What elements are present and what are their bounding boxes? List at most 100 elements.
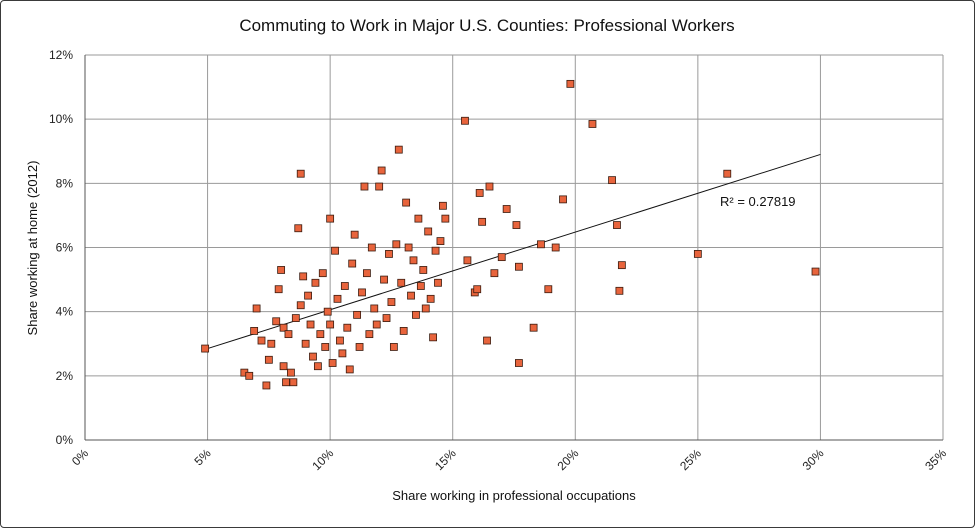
data-point	[321, 343, 330, 351]
x-tick-label: 25%	[677, 446, 704, 473]
data-point	[426, 294, 435, 303]
data-point	[617, 261, 626, 270]
data-point	[358, 288, 366, 297]
axes	[84, 55, 943, 441]
data-point	[377, 166, 386, 175]
data-point	[409, 256, 418, 265]
data-point	[424, 227, 433, 236]
x-axis-label: Share working in professional occupation…	[392, 488, 636, 503]
data-point	[318, 269, 327, 278]
data-point	[328, 359, 337, 367]
data-point	[343, 323, 352, 332]
data-point	[811, 267, 820, 276]
data-point	[502, 205, 511, 213]
data-point	[245, 371, 254, 380]
data-point	[326, 214, 335, 223]
data-point	[397, 278, 406, 287]
data-point	[201, 344, 210, 353]
r-squared-label: R² = 0.27819	[720, 194, 796, 209]
data-point	[402, 198, 411, 207]
data-point	[279, 362, 288, 371]
data-point	[296, 301, 305, 310]
data-point	[515, 359, 523, 367]
data-point	[350, 230, 359, 239]
y-tick-label: 2%	[56, 369, 74, 383]
grid	[84, 54, 944, 441]
data-point	[326, 320, 335, 329]
data-point	[267, 339, 276, 348]
data-point	[365, 330, 374, 339]
data-point	[264, 355, 273, 364]
data-point	[333, 294, 342, 303]
data-point	[353, 310, 362, 319]
data-point	[515, 262, 523, 271]
data-point	[355, 343, 364, 351]
y-axis-label: Share working at home (2012)	[25, 161, 40, 336]
data-point	[299, 272, 308, 281]
data-point	[372, 320, 381, 329]
data-point	[348, 259, 357, 268]
data-point	[497, 253, 506, 262]
data-point	[284, 330, 293, 339]
data-point	[289, 378, 298, 387]
x-tick-label: 30%	[800, 446, 827, 473]
data-point	[412, 310, 420, 319]
data-point	[345, 365, 354, 374]
data-point	[475, 189, 484, 197]
data-point	[615, 286, 624, 295]
data-point	[370, 304, 379, 313]
data-point	[394, 145, 403, 154]
data-point	[512, 221, 521, 229]
trendline-group	[207, 153, 821, 350]
data-point	[301, 339, 310, 348]
data-point	[483, 336, 491, 345]
data-point	[279, 323, 288, 332]
data-point	[250, 327, 259, 335]
data-point	[693, 250, 702, 258]
x-tick-label: 5%	[192, 446, 214, 468]
x-tick-label: 10%	[309, 446, 336, 473]
data-point	[537, 240, 545, 249]
data-point	[282, 378, 290, 387]
data-point	[407, 291, 415, 300]
data-point	[392, 240, 401, 249]
data-point	[287, 368, 295, 377]
data-point	[414, 214, 423, 223]
data-point	[291, 314, 300, 322]
data-point	[439, 201, 447, 210]
data-point	[336, 336, 344, 345]
data-point	[588, 120, 597, 128]
data-point	[559, 195, 567, 204]
trendline	[207, 153, 821, 350]
y-tick-label: 0%	[56, 433, 74, 447]
y-tick-label: 6%	[56, 241, 74, 255]
data-point	[313, 362, 322, 371]
data-point	[380, 275, 388, 284]
data-point	[723, 169, 732, 178]
data-point	[338, 349, 347, 358]
data-point	[463, 256, 472, 265]
data-point	[367, 243, 376, 252]
data-point	[387, 298, 396, 306]
data-point	[608, 176, 616, 185]
data-point	[375, 182, 384, 191]
data-point	[485, 182, 494, 191]
data-point	[490, 269, 499, 278]
data-point	[566, 79, 575, 88]
data-point	[416, 282, 425, 290]
data-point	[272, 317, 281, 326]
data-point	[613, 221, 621, 229]
data-point	[340, 282, 349, 290]
y-tick-label: 12%	[49, 48, 73, 62]
data-point	[385, 250, 393, 258]
data-point	[309, 352, 317, 361]
data-point	[363, 269, 371, 278]
data-point	[436, 237, 445, 245]
data-point	[252, 304, 261, 313]
data-point	[429, 333, 438, 342]
x-tick-label: 0%	[69, 446, 91, 468]
data-point	[262, 381, 271, 390]
data-point	[277, 266, 286, 274]
x-tick-labels: 0% 5% 10% 15% 20% 25% 30% 35%	[69, 446, 949, 473]
